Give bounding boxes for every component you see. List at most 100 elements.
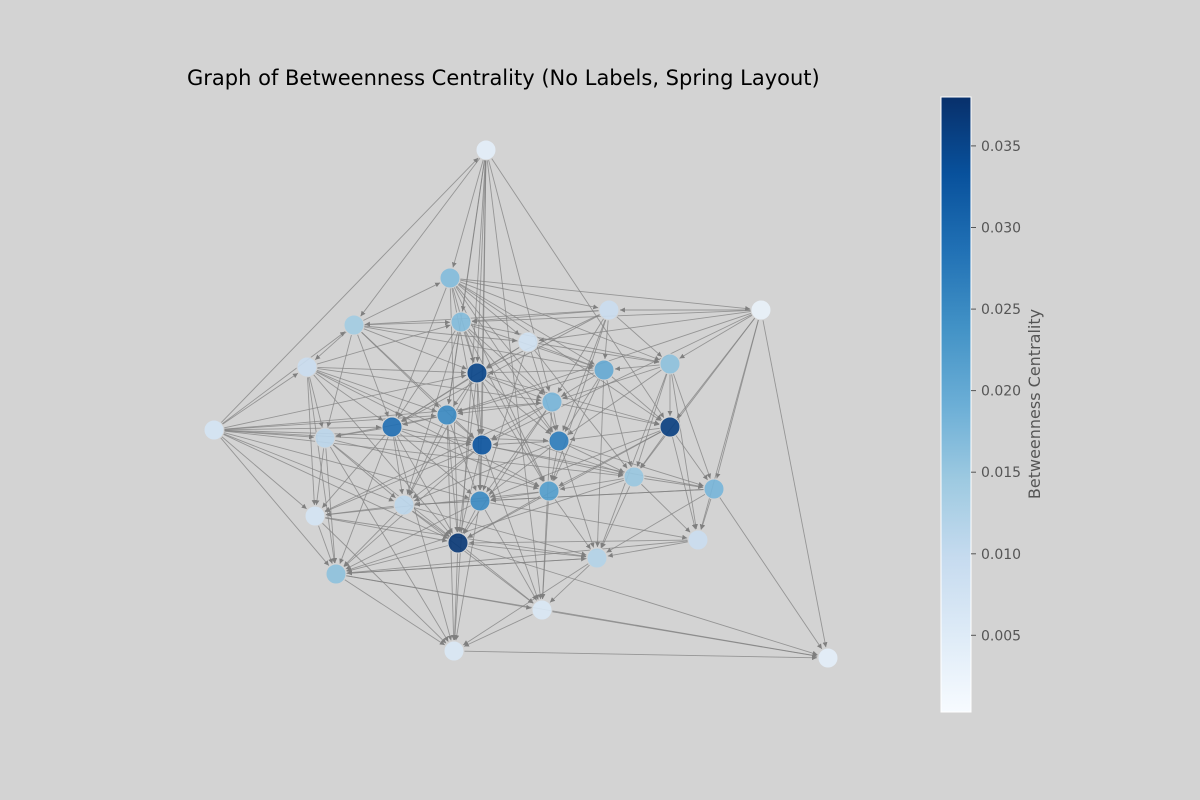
graph-edge [468, 328, 544, 396]
graph-edge [313, 374, 452, 535]
graph-edge [640, 317, 756, 469]
graph-node [447, 532, 469, 554]
graph-edge [223, 424, 382, 431]
graph-edge [561, 403, 660, 427]
graph-node [593, 359, 615, 381]
graph-node [304, 505, 326, 527]
colorbar-ticks: 0.005 0.010 0.015 0.020 0.025 0.030 0.035 [971, 139, 1021, 644]
graph-node [548, 430, 570, 452]
graph-edge [357, 334, 389, 417]
graph-edge [395, 287, 447, 417]
graph-edge [458, 282, 595, 365]
graph-edge [467, 329, 553, 433]
graph-edge [567, 369, 663, 436]
graph-edge [454, 510, 479, 641]
graph-edge [452, 159, 486, 641]
graph-edge [467, 495, 541, 538]
graph-edge [491, 158, 665, 419]
graph-edge [471, 310, 600, 324]
graph-node [598, 299, 620, 321]
graph-node [538, 480, 560, 502]
graph-edge [562, 319, 606, 431]
graph-edge [491, 446, 624, 477]
graph-edge [324, 448, 473, 513]
colorbar-gradient [940, 96, 972, 713]
graph-edge [569, 427, 661, 442]
graph-node [343, 314, 365, 336]
graph-edge [458, 283, 662, 422]
graph-edge [324, 517, 448, 543]
graph-edge [457, 283, 520, 336]
graph-node [466, 362, 488, 384]
graph-edge [553, 378, 601, 482]
graph-edge [554, 498, 591, 550]
graph-edge [467, 431, 662, 539]
graph-edge [451, 287, 482, 435]
graph-node [586, 547, 608, 569]
graph-edge [329, 446, 449, 642]
graph-edge [477, 382, 484, 435]
graph-edge [450, 424, 477, 491]
graph-edge [486, 376, 542, 399]
graph-edge [537, 343, 660, 364]
graph-edge [558, 431, 662, 487]
graph-edge [486, 375, 660, 426]
graph-edge [363, 328, 467, 370]
graph-edge [607, 541, 689, 558]
graph-node [659, 416, 681, 438]
graph-edge [317, 525, 333, 564]
graph-edge [414, 501, 471, 507]
graph-edge [640, 434, 665, 469]
graph-edge [459, 279, 599, 310]
graph-edge [643, 478, 704, 490]
graph-edge [223, 433, 394, 502]
graph-edge [399, 433, 472, 495]
graph-edge [568, 443, 704, 487]
graph-node [475, 139, 497, 161]
graph-edge [484, 454, 539, 600]
graph-edge [467, 545, 818, 656]
graph-edge [762, 319, 828, 648]
graph-edge [401, 430, 539, 488]
graph-edge [332, 444, 396, 499]
graph-edge [456, 417, 624, 475]
graph-edge [396, 435, 453, 534]
graph-node [659, 353, 681, 375]
graph-edge [452, 552, 459, 641]
graph-edge [345, 556, 587, 574]
graph-edge [557, 318, 605, 393]
node-layer [203, 139, 839, 669]
graph-edge [551, 319, 607, 481]
graph-edge [549, 450, 558, 481]
graph-edge [549, 564, 591, 603]
graph-edge [343, 511, 398, 567]
graph-edge [459, 281, 660, 361]
graph-edge [411, 510, 450, 538]
graph-edge [553, 411, 559, 431]
graph-edge [345, 505, 472, 570]
graph-edge [401, 428, 472, 445]
graph-edge [363, 326, 594, 370]
graph-edge [490, 491, 540, 502]
graph-node [623, 466, 645, 488]
graph-edge [463, 331, 475, 363]
edge-layer [220, 157, 828, 661]
graph-edge [346, 540, 689, 576]
graph-edge [394, 436, 453, 641]
graph-node [817, 647, 839, 669]
graph-edge [401, 378, 469, 422]
graph-edge [538, 310, 752, 343]
colorbar-tick-label: 0.025 [981, 302, 1021, 318]
graph-edge [559, 478, 625, 491]
graph-edge [360, 331, 440, 408]
graph-edge [459, 454, 481, 533]
graph-edge [492, 441, 550, 447]
graph-edge [616, 316, 663, 358]
graph-edge [457, 402, 543, 416]
graph-edge [325, 505, 395, 517]
graph-node [325, 563, 347, 585]
colorbar-tick-label: 0.020 [981, 384, 1021, 400]
graph-node [393, 494, 415, 516]
graph-edge [222, 433, 449, 539]
graph-edge [465, 330, 545, 482]
